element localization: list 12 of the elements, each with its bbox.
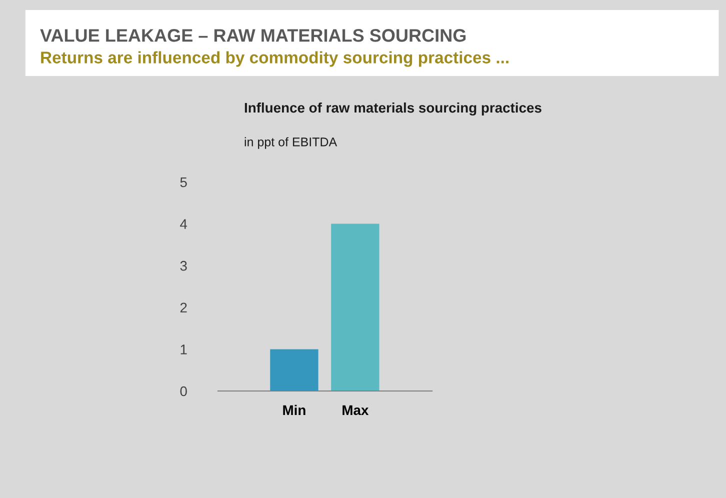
y-tick-label: 5 [180,177,187,188]
text: Influence of raw materials sourcing practices [244,102,542,116]
y-tick-label: 3 [180,260,187,271]
x-tick-label: Max [342,405,369,416]
y-tick-label: 0 [180,386,187,396]
chart-subtitle: Returns are influenced by commodity sourcing practices ... [41,51,508,67]
y-tick-label: 4 [180,219,188,229]
x-tick-label: Min [283,404,306,415]
y-tick-label: 1 [180,344,187,354]
y-axis-title: in ppt of EBITDA [244,137,338,149]
chart-title: VALUE LEAKAGE – RAW MATERIALS SOURCING [40,29,466,42]
y-tick-label: 2 [180,302,187,312]
